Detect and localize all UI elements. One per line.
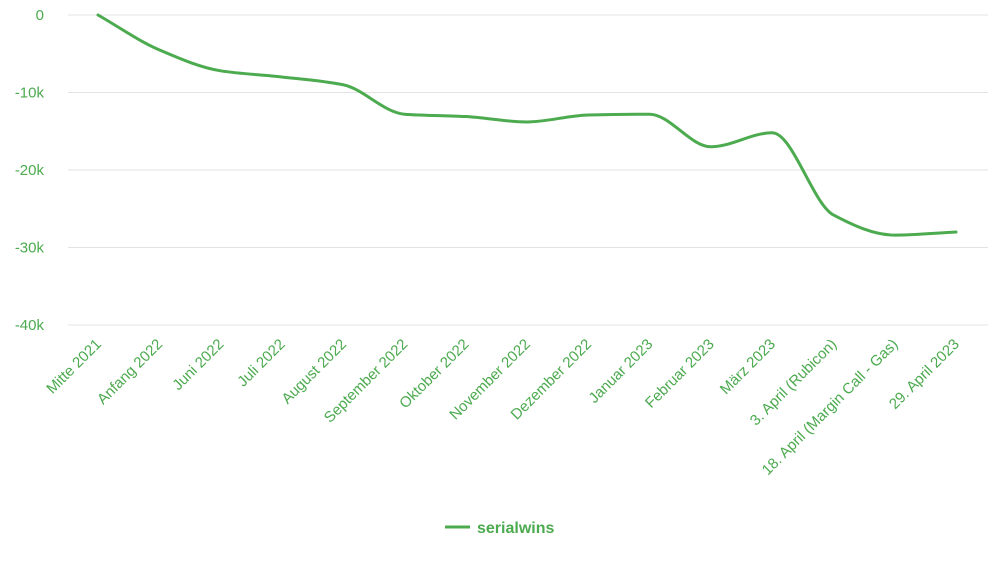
x-tick-label: Mitte 2021: [43, 336, 105, 398]
x-tick-label: Juli 2022: [234, 336, 288, 390]
x-tick-label: Juni 2022: [169, 336, 227, 394]
legend-label: serialwins: [477, 520, 554, 537]
x-tick-label: Anfang 2022: [94, 336, 166, 408]
y-tick-label: -10k: [15, 85, 45, 102]
series-layer: [96, 13, 958, 237]
y-axis-ticks: 0 -10k -20k -30k -40k: [15, 7, 45, 334]
y-tick-label: -20k: [15, 162, 45, 179]
y-tick-label: 0: [36, 7, 44, 24]
series-line-serialwins: [96, 13, 958, 237]
gridlines: [68, 14, 988, 326]
y-tick-label: -30k: [15, 240, 45, 257]
y-tick-label: -40k: [15, 317, 45, 334]
legend: serialwins: [445, 520, 554, 537]
x-tick-label: März 2023: [717, 336, 779, 398]
